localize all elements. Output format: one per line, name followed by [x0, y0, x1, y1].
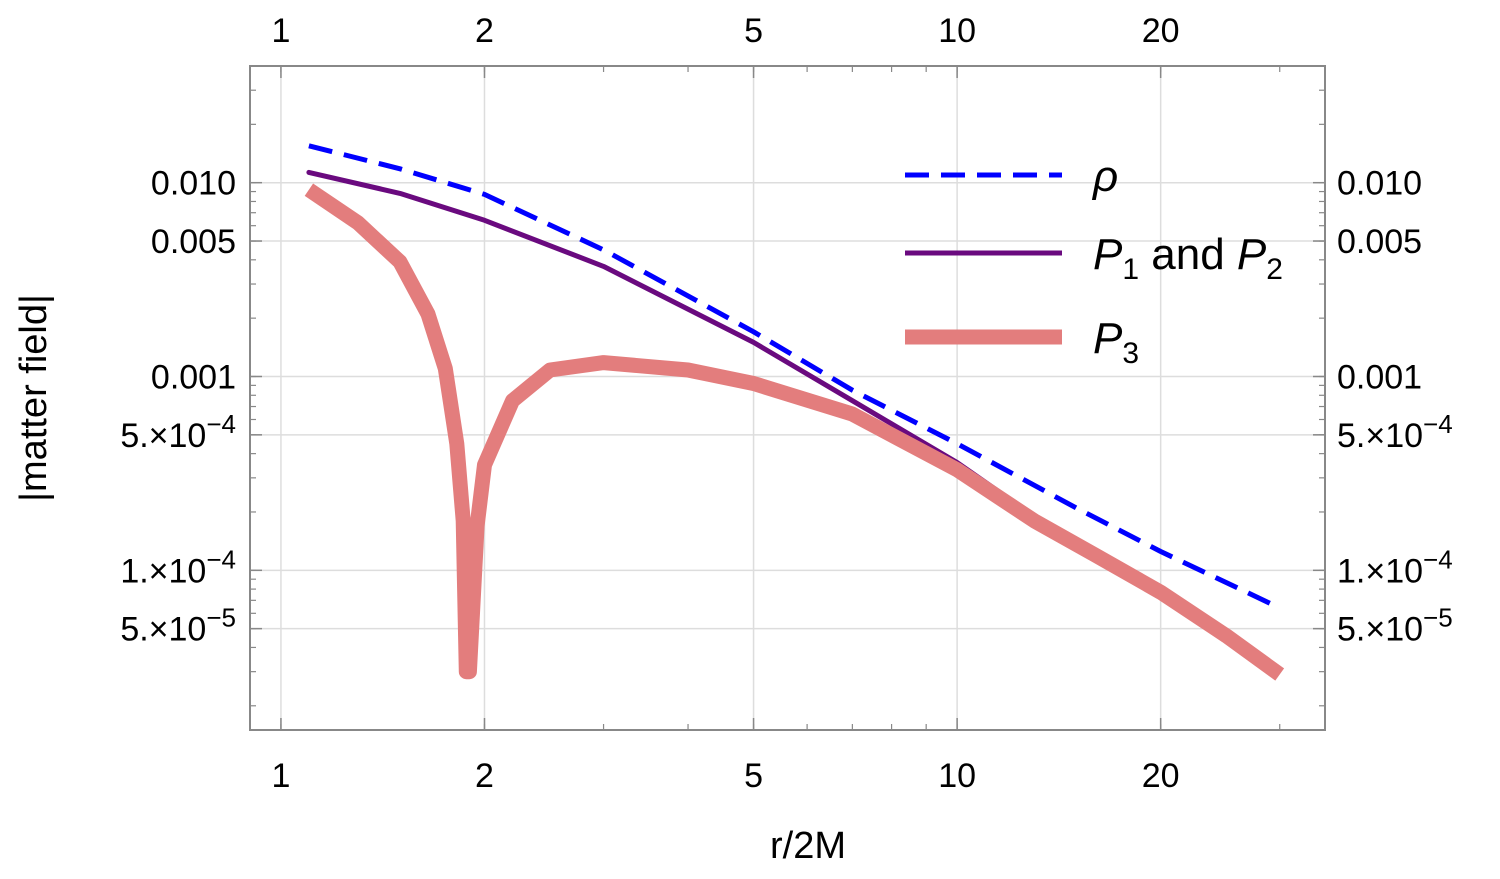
x-tick-label-top: 20 [1142, 12, 1180, 50]
y-tick-label-right: 0.005 [1337, 223, 1422, 261]
legend: ρ P1 and P2 P3 [905, 152, 1283, 370]
x-tick-label-top: 1 [271, 12, 290, 50]
x-tick-label: 10 [938, 757, 976, 795]
y-tick-label: 0.010 [151, 165, 236, 203]
series-line-1 [308, 143, 1281, 611]
minor-ticks [250, 65, 1325, 730]
y-tick-label-right: 5.×10−5 [1337, 603, 1453, 649]
y-tick-label: 5.×10−4 [120, 409, 236, 455]
x-tick-label-top: 5 [744, 12, 763, 50]
y-axis-title: |matter field| [13, 294, 55, 502]
y-tick-label: 5.×10−5 [120, 603, 236, 649]
plot-frame [249, 65, 1326, 731]
legend-label-3: P3 [1093, 314, 1139, 370]
y-tick-label-right: 0.001 [1337, 359, 1422, 397]
legend-label-1: ρ [1091, 152, 1118, 201]
y-tick-label: 0.005 [151, 223, 236, 261]
x-tick-labels: 1 1 2 2 5 5 10 10 20 20 [271, 12, 1179, 795]
y-tick-label-right: 1.×10−4 [1337, 544, 1453, 590]
grid [250, 66, 1325, 730]
x-tick-label-top: 10 [938, 12, 976, 50]
legend-label-2: P1 and P2 [1093, 230, 1283, 286]
x-tick-label-top: 2 [475, 12, 494, 50]
x-tick-label: 5 [744, 757, 763, 795]
y-tick-labels: 0.010 0.010 0.005 0.005 0.001 0.001 5.×10−4 5.×… [120, 165, 1452, 649]
y-tick-label: 0.001 [151, 359, 236, 397]
y-tick-label: 1.×10−4 [120, 544, 236, 590]
x-tick-label: 20 [1142, 757, 1180, 795]
x-axis-title: r/2M [770, 825, 846, 867]
y-tick-label-right: 0.010 [1337, 165, 1422, 203]
series-line-3 [304, 183, 1285, 681]
series-layer [304, 143, 1285, 681]
x-tick-label: 1 [271, 757, 290, 795]
x-tick-label: 2 [475, 757, 494, 795]
y-tick-label-right: 5.×10−4 [1337, 409, 1453, 455]
